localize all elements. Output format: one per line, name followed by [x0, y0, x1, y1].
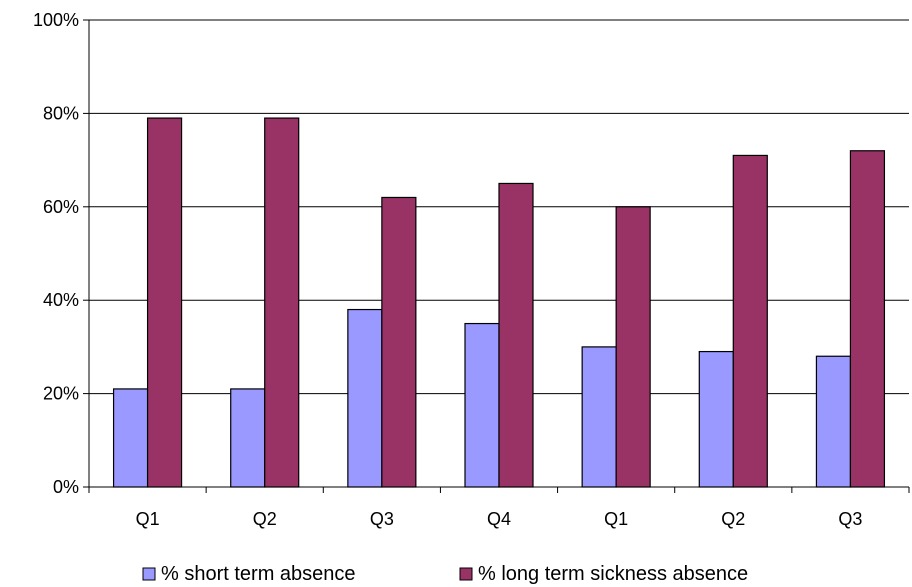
bar-short-term: [230, 388, 266, 488]
y-tick-label: 60%: [43, 197, 79, 217]
bars: [112, 117, 886, 488]
bar-long-term: [381, 196, 417, 488]
bar-short-term: [581, 346, 617, 488]
legend-label: % short term absence: [161, 563, 356, 585]
x-tick-label: Q4: [487, 509, 511, 529]
legend-swatch: [459, 567, 473, 581]
bar-long-term: [264, 117, 300, 488]
bar-short-term: [464, 322, 500, 488]
bar-short-term: [112, 388, 149, 488]
bar-short-term: [815, 355, 852, 488]
legend-label: % long term sickness absence: [478, 563, 748, 585]
y-tick-label: 20%: [43, 384, 79, 404]
x-tick-label: Q2: [721, 509, 745, 529]
x-tick-label: Q3: [370, 509, 394, 529]
bar-short-term: [347, 308, 383, 488]
bar-long-term: [146, 117, 183, 488]
x-tick-label: Q1: [604, 509, 628, 529]
bar-long-term: [732, 154, 768, 488]
y-tick-label: 100%: [33, 10, 79, 30]
y-tick-label: 0%: [53, 477, 79, 497]
legend-item-long-term: % long term sickness absence: [459, 563, 748, 585]
y-tick-labels: 0% 20% 40% 60% 80% 100%: [33, 10, 79, 497]
x-tick-labels: Q1 Q2 Q3 Q4 Q1 Q2 Q3: [136, 509, 863, 529]
bar-long-term: [615, 206, 651, 488]
bar-long-term: [849, 150, 886, 488]
x-tick-label: Q3: [838, 509, 862, 529]
y-tick-label: 40%: [43, 290, 79, 310]
legend: % short term absence % long term sickness…: [142, 563, 748, 585]
x-tick-label: Q1: [136, 509, 160, 529]
legend-item-short-term: % short term absence: [142, 563, 356, 585]
legend-swatch: [142, 567, 156, 581]
bar-short-term: [698, 350, 734, 488]
y-tick-label: 80%: [43, 103, 79, 123]
x-tick-label: Q2: [253, 509, 277, 529]
axes: [83, 19, 910, 493]
bar-long-term: [498, 182, 534, 488]
